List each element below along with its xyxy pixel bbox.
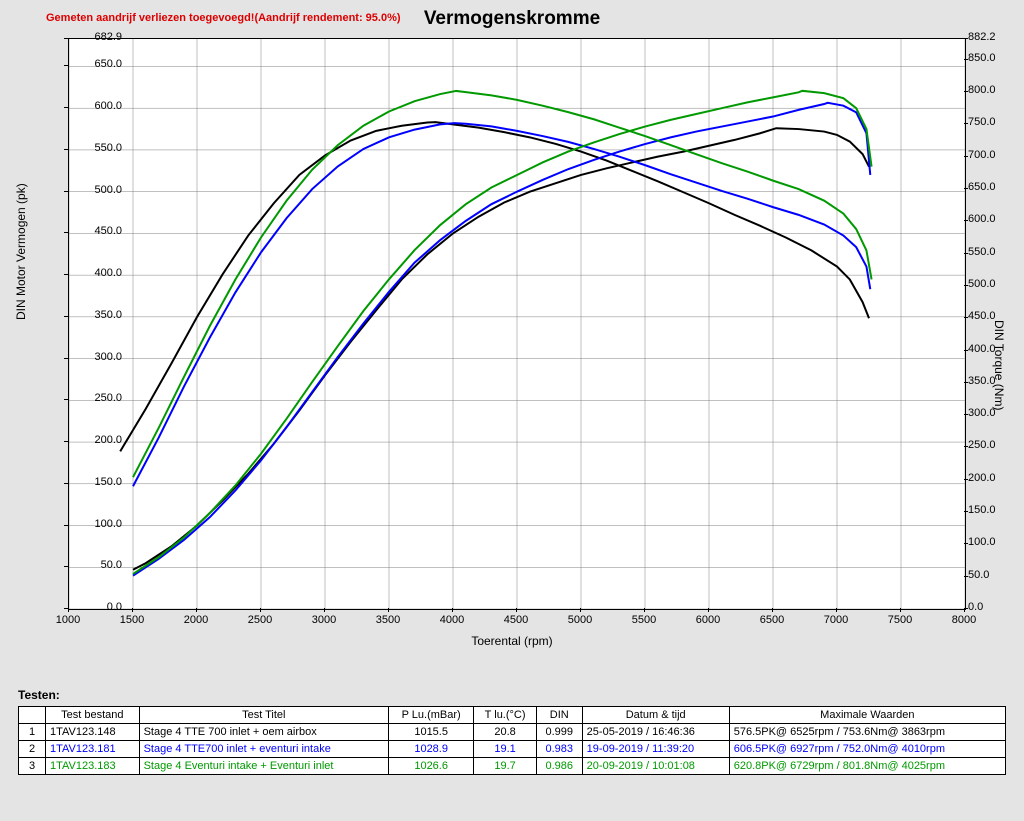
results-table: Test bestandTest TitelP Lu.(mBar)T lu.(°… (18, 706, 1006, 775)
yl-tick-label: 350.0 (72, 309, 122, 321)
table-cell: 1028.9 (388, 741, 473, 758)
table-header: P Lu.(mBar) (388, 707, 473, 724)
table-header: Datum & tijd (582, 707, 729, 724)
x-tick-label: 8000 (944, 614, 984, 626)
y-right-title: DIN Torque (Nm) (992, 320, 1006, 410)
yr-tick-label: 500.0 (968, 278, 1018, 290)
yl-tick-label: 150.0 (72, 476, 122, 488)
table-cell: 19-09-2019 / 11:39:20 (582, 741, 729, 758)
yl-tick-label: 300.0 (72, 351, 122, 363)
table-header (19, 707, 46, 724)
table-cell: 25-05-2019 / 16:46:36 (582, 724, 729, 741)
table-row: 21TAV123.181Stage 4 TTE700 inlet + event… (19, 741, 1006, 758)
table-cell: 1TAV123.181 (46, 741, 140, 758)
x-tick-label: 5000 (560, 614, 600, 626)
table-cell: 19.7 (474, 758, 537, 775)
x-tick-label: 4500 (496, 614, 536, 626)
table-cell: 1TAV123.183 (46, 758, 140, 775)
yl-tick-label: 50.0 (72, 559, 122, 571)
yr-tick-label: 50.0 (968, 569, 1018, 581)
x-tick-label: 1500 (112, 614, 152, 626)
chart-panel: Gemeten aandrijf verliezen toegevoegd!(A… (0, 0, 1024, 680)
yr-tick-label: 700.0 (968, 149, 1018, 161)
table-cell: 20-09-2019 / 10:01:08 (582, 758, 729, 775)
table-cell: Stage 4 Eventuri intake + Eventuri inlet (139, 758, 388, 775)
dyno-app: Gemeten aandrijf verliezen toegevoegd!(A… (0, 0, 1024, 821)
yr-tick-label: 800.0 (968, 84, 1018, 96)
x-tick-label: 3500 (368, 614, 408, 626)
yl-tick-label: 500.0 (72, 184, 122, 196)
x-tick-label: 2000 (176, 614, 216, 626)
yl-tick-label: 650.0 (72, 58, 122, 70)
table-cell: 1015.5 (388, 724, 473, 741)
table-header: Test bestand (46, 707, 140, 724)
x-tick-label: 1000 (48, 614, 88, 626)
table-cell: 0.986 (536, 758, 582, 775)
x-tick-label: 3000 (304, 614, 344, 626)
table-header: T lu.(°C) (474, 707, 537, 724)
table-header: Maximale Waarden (729, 707, 1005, 724)
yr-tick-label: 200.0 (968, 472, 1018, 484)
table-row: 31TAV123.183Stage 4 Eventuri intake + Ev… (19, 758, 1006, 775)
table-cell: 0.999 (536, 724, 582, 741)
yr-tick-label: 600.0 (968, 213, 1018, 225)
table-header-row: Test bestandTest TitelP Lu.(mBar)T lu.(°… (19, 707, 1006, 724)
yl-tick-label: 400.0 (72, 267, 122, 279)
yl-tick-label: 0.0 (72, 601, 122, 613)
x-tick-label: 5500 (624, 614, 664, 626)
table-cell: 620.8PK@ 6729rpm / 801.8Nm@ 4025rpm (729, 758, 1005, 775)
yr-tick-label: 0.0 (968, 601, 1018, 613)
table-cell: Stage 4 TTE700 inlet + eventuri intake (139, 741, 388, 758)
yl-tick-label: 450.0 (72, 225, 122, 237)
table-header: Test Titel (139, 707, 388, 724)
x-tick-label: 6000 (688, 614, 728, 626)
yl-tick-label: 682.9 (72, 31, 122, 43)
table-cell: 1026.6 (388, 758, 473, 775)
y-left-title: DIN Motor Vermogen (pk) (14, 183, 28, 320)
yr-tick-label: 850.0 (968, 52, 1018, 64)
yr-tick-label: 250.0 (968, 439, 1018, 451)
yl-tick-label: 100.0 (72, 518, 122, 530)
table-header: DIN (536, 707, 582, 724)
table-cell: Stage 4 TTE 700 inlet + oem airbox (139, 724, 388, 741)
yl-tick-label: 550.0 (72, 142, 122, 154)
table-cell: 1 (19, 724, 46, 741)
results-table-wrap: Testen: Test bestandTest TitelP Lu.(mBar… (18, 688, 1006, 775)
table-cell: 20.8 (474, 724, 537, 741)
table-cell: 19.1 (474, 741, 537, 758)
table-cell: 576.5PK@ 6525rpm / 753.6Nm@ 3863rpm (729, 724, 1005, 741)
table-body: 11TAV123.148Stage 4 TTE 700 inlet + oem … (19, 724, 1006, 775)
yl-tick-label: 250.0 (72, 392, 122, 404)
table-cell: 2 (19, 741, 46, 758)
yr-tick-label: 150.0 (968, 504, 1018, 516)
chart-title: Vermogenskromme (0, 8, 1024, 30)
yl-tick-label: 600.0 (72, 100, 122, 112)
yl-tick-label: 200.0 (72, 434, 122, 446)
table-row: 11TAV123.148Stage 4 TTE 700 inlet + oem … (19, 724, 1006, 741)
x-tick-label: 7500 (880, 614, 920, 626)
x-axis-title: Toerental (rpm) (0, 634, 1024, 648)
yr-tick-label: 750.0 (968, 116, 1018, 128)
table-cell: 1TAV123.148 (46, 724, 140, 741)
x-tick-label: 4000 (432, 614, 472, 626)
table-title: Testen: (18, 688, 1006, 702)
plot-area (68, 38, 966, 610)
table-cell: 0.983 (536, 741, 582, 758)
x-tick-label: 6500 (752, 614, 792, 626)
chart-svg (69, 39, 965, 609)
yr-tick-label: 650.0 (968, 181, 1018, 193)
table-cell: 606.5PK@ 6927rpm / 752.0Nm@ 4010rpm (729, 741, 1005, 758)
yr-tick-label: 882.2 (968, 31, 1018, 43)
table-cell: 3 (19, 758, 46, 775)
x-tick-label: 2500 (240, 614, 280, 626)
x-tick-label: 7000 (816, 614, 856, 626)
yr-tick-label: 100.0 (968, 536, 1018, 548)
yr-tick-label: 550.0 (968, 246, 1018, 258)
